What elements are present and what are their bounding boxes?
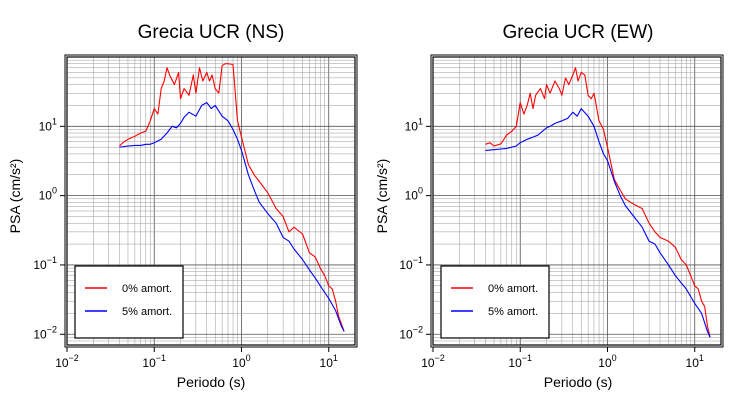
legend-label: 0% amort. (488, 283, 538, 295)
tick-exponent: 1 (52, 116, 57, 126)
y-tick-label: 10−2 (399, 324, 423, 341)
chart-title: Grecia UCR (NS) (138, 22, 285, 43)
y-tick-label: 101 (39, 116, 57, 133)
tick-exponent: 0 (52, 186, 57, 196)
tick-base: 10 (142, 356, 156, 370)
series-line-undamped (119, 63, 345, 332)
legend-label: 5% amort. (488, 306, 538, 318)
tick-base: 10 (232, 356, 246, 370)
y-tick-label: 100 (405, 186, 423, 203)
tick-exponent: 0 (246, 353, 251, 363)
frame-inner (66, 56, 356, 346)
tick-exponent: −2 (69, 353, 79, 363)
tick-exponent: −1 (413, 255, 423, 265)
tick-base: 10 (55, 356, 69, 370)
y-tick-label: 10−1 (399, 255, 423, 272)
tick-base: 10 (405, 119, 419, 133)
tick-exponent: 1 (333, 353, 338, 363)
tick-base: 10 (39, 189, 53, 203)
chart-title: Grecia UCR (EW) (503, 22, 654, 43)
y-tick-label: 101 (405, 116, 423, 133)
tick-base: 10 (399, 258, 413, 272)
x-tick-label: 101 (686, 353, 704, 370)
tick-exponent: −1 (522, 353, 532, 363)
tick-base: 10 (421, 356, 435, 370)
tick-exponent: 0 (418, 186, 423, 196)
legend-label: 5% amort. (122, 306, 172, 318)
legend-box (74, 265, 184, 339)
series-line-undamped (485, 67, 711, 338)
x-axis-label: Periodo (s) (544, 374, 612, 390)
y-axis-label: PSA (cm/s²) (374, 159, 390, 234)
tick-base: 10 (405, 189, 419, 203)
tick-exponent: −2 (413, 324, 423, 334)
legend: 0% amort. 5% amort. (74, 265, 184, 339)
chart-ew: Grecia UCR (EW) Periodo (s) PSA (cm/s²) … (374, 22, 724, 390)
tick-exponent: −1 (47, 255, 57, 265)
tick-exponent: −1 (156, 353, 166, 363)
y-tick-label: 10−2 (33, 324, 57, 341)
tick-base: 10 (686, 356, 700, 370)
tick-exponent: 1 (699, 353, 704, 363)
legend-box (440, 265, 550, 339)
tick-exponent: 1 (418, 116, 423, 126)
frame-outer (64, 54, 358, 348)
x-tick-label: 10−1 (142, 353, 166, 370)
series-line-damped (485, 108, 711, 338)
tick-base: 10 (508, 356, 522, 370)
frame-inner (432, 56, 722, 346)
x-tick-label: 101 (320, 353, 338, 370)
x-axis-label: Periodo (s) (177, 374, 245, 390)
y-axis-label-text: PSA (cm/s²) (374, 159, 390, 234)
legend-label: 0% amort. (122, 283, 172, 295)
x-tick-label: 10−2 (55, 353, 79, 370)
tick-base: 10 (598, 356, 612, 370)
x-tick-label: 10−1 (508, 353, 532, 370)
tick-base: 10 (320, 356, 334, 370)
tick-base: 10 (399, 327, 413, 341)
chart-ns: Grecia UCR (NS) Periodo (s) PSA (cm/s²) … (7, 22, 358, 390)
x-tick-label: 100 (232, 353, 250, 370)
y-tick-label: 100 (39, 186, 57, 203)
series-line-damped (119, 102, 345, 332)
y-axis-label-text: PSA (cm/s²) (7, 159, 23, 234)
x-tick-label: 100 (598, 353, 616, 370)
y-axis-label: PSA (cm/s²) (7, 159, 23, 234)
tick-base: 10 (33, 258, 47, 272)
x-tick-label: 10−2 (421, 353, 445, 370)
frame-outer (430, 54, 724, 348)
tick-exponent: −2 (47, 324, 57, 334)
tick-base: 10 (33, 327, 47, 341)
tick-exponent: −2 (435, 353, 445, 363)
y-tick-label: 10−1 (33, 255, 57, 272)
tick-base: 10 (39, 119, 53, 133)
tick-exponent: 0 (612, 353, 617, 363)
legend: 0% amort. 5% amort. (440, 265, 550, 339)
